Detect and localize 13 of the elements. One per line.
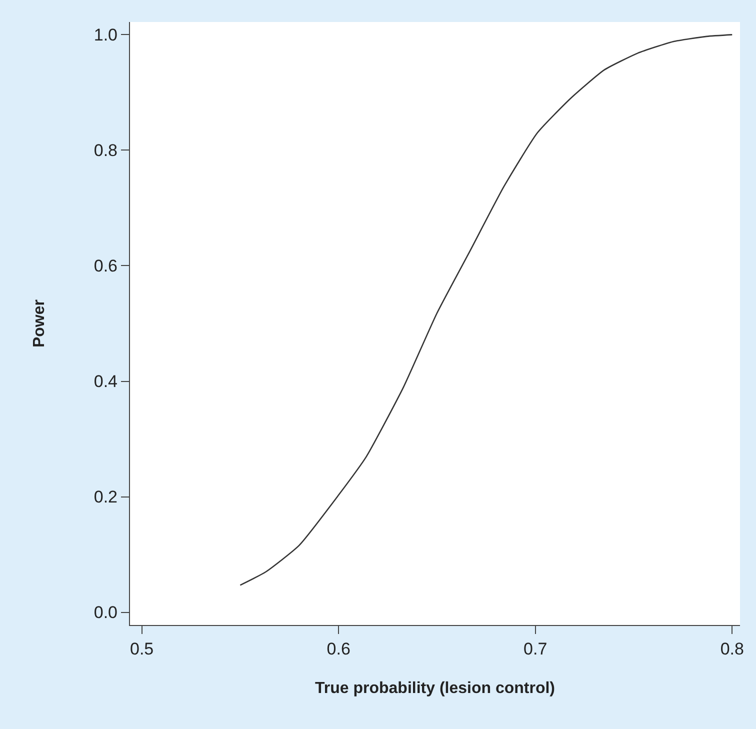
x-tick-label: 0.5 [130,640,154,658]
y-tick-label: 0.0 [94,603,118,622]
x-axis-title: True probability (lesion control) [314,680,556,698]
y-tick-label: 0.6 [94,256,118,276]
y-tick-label: 1.0 [94,26,118,45]
y-tick-label: 0.8 [94,141,118,160]
x-tick-label: 0.7 [524,640,548,658]
line-series [240,34,733,586]
y-tick-label: 0.2 [94,488,118,507]
x-tick-label: 0.6 [326,640,350,658]
y-tick-label: 0.4 [94,372,118,392]
y-axis-title: Power [30,299,48,348]
x-tick-label: 0.8 [720,640,744,658]
